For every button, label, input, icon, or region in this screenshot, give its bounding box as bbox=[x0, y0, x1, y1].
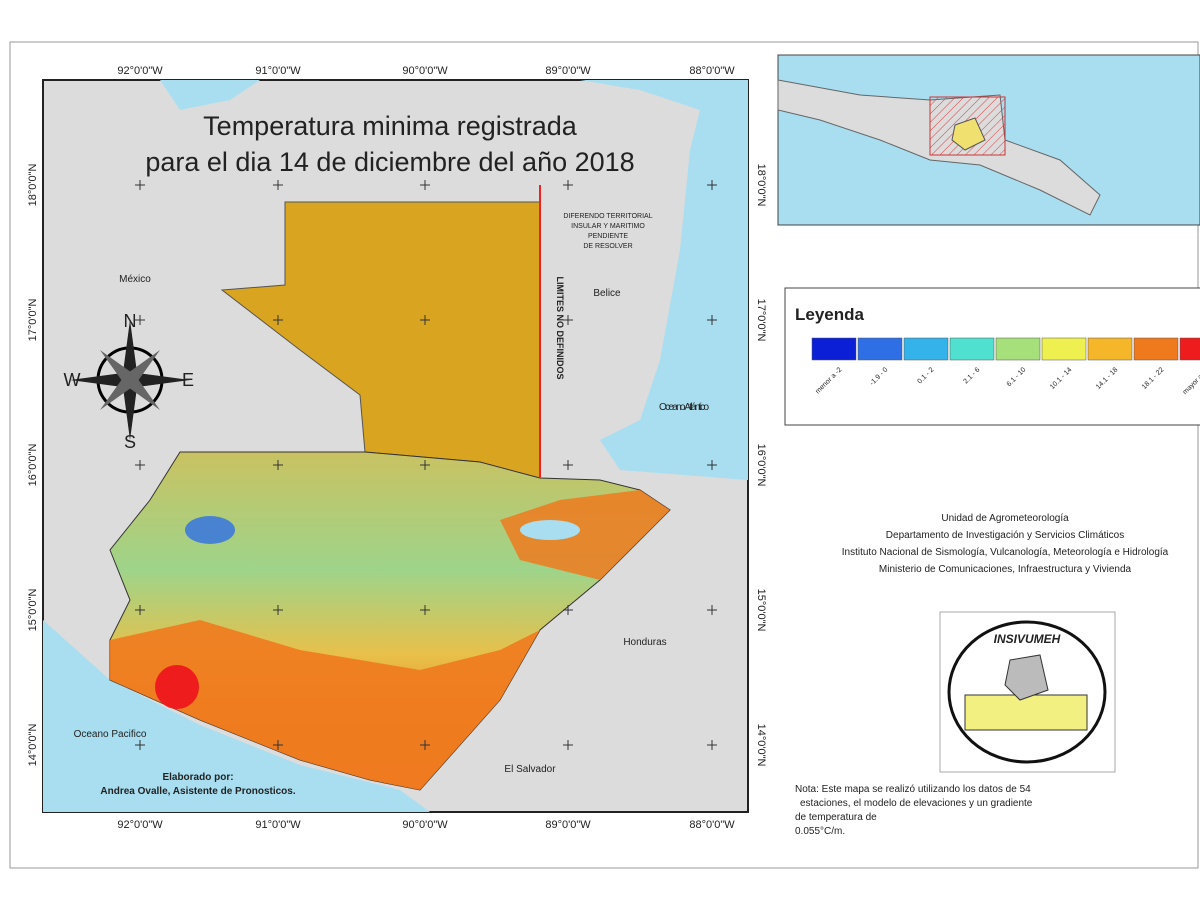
legend-swatch bbox=[857, 337, 903, 361]
coastal-warm bbox=[110, 620, 540, 790]
note-line: estaciones, el modelo de elevaciones y u… bbox=[800, 798, 1033, 809]
graticule-cross bbox=[563, 605, 573, 615]
graticule-cross bbox=[135, 740, 145, 750]
gulf bbox=[160, 80, 260, 110]
legend-swatch bbox=[949, 337, 995, 361]
note-line: de temperatura de bbox=[795, 812, 877, 823]
lon-label: 88°0'0"W bbox=[689, 65, 735, 77]
compass-w: W bbox=[64, 370, 81, 390]
institution-line: Ministerio de Comunicaciones, Infraestru… bbox=[879, 564, 1132, 575]
graticule-cross bbox=[707, 180, 717, 190]
graticule-cross bbox=[707, 740, 717, 750]
credit: Andrea Ovalle, Asistente de Pronosticos. bbox=[100, 786, 295, 797]
graticule-cross bbox=[420, 460, 430, 470]
legend-swatch bbox=[995, 337, 1041, 361]
sheet-border bbox=[9, 41, 1199, 869]
place-label: El Salvador bbox=[504, 764, 556, 775]
lat-label: 18°0'0"N bbox=[27, 164, 39, 207]
graticule-cross bbox=[420, 315, 430, 325]
dispute-label: INSULAR Y MARITIMO bbox=[571, 223, 645, 230]
lon-label: 92°0'0"W bbox=[117, 819, 163, 831]
graticule-cross bbox=[563, 460, 573, 470]
logo-country bbox=[1004, 654, 1049, 701]
graticule-cross bbox=[273, 460, 283, 470]
graticule-cross bbox=[707, 460, 717, 470]
lat-label: 18°0'0"N bbox=[755, 164, 767, 207]
legend-swatch bbox=[1041, 337, 1087, 361]
lat-label: 16°0'0"N bbox=[27, 444, 39, 487]
place-label: Oceano Atlántico bbox=[659, 402, 709, 413]
caribbean-sea bbox=[580, 80, 748, 480]
compass-rose bbox=[70, 320, 190, 440]
lake-izabal bbox=[520, 520, 580, 540]
credit: Elaborado por: bbox=[162, 772, 233, 783]
legend-title: Leyenda bbox=[795, 305, 865, 324]
lon-label: 92°0'0"W bbox=[117, 65, 163, 77]
map-title: Temperatura minima registrada bbox=[203, 111, 578, 141]
northeast-warm bbox=[500, 490, 670, 580]
dispute-label: PENDIENTE bbox=[588, 233, 628, 240]
compass-s: S bbox=[124, 432, 136, 452]
place-label: México bbox=[119, 274, 151, 285]
lon-label: 89°0'0"W bbox=[545, 65, 591, 77]
legend-swatch bbox=[903, 337, 949, 361]
lat-label: 14°0'0"N bbox=[27, 724, 39, 767]
logo-band bbox=[964, 694, 1088, 731]
graticule-cross bbox=[563, 315, 573, 325]
dispute-label: DE RESOLVER bbox=[583, 243, 632, 250]
lat-label: 16°0'0"N bbox=[755, 444, 767, 487]
graticule-cross bbox=[707, 315, 717, 325]
legend-swatch bbox=[1087, 337, 1133, 361]
graticule-cross bbox=[420, 740, 430, 750]
institution-line: Instituto Nacional de Sismología, Vulcan… bbox=[842, 547, 1169, 558]
institution-line: Unidad de Agrometeorología bbox=[941, 513, 1069, 524]
lat-label: 15°0'0"N bbox=[27, 589, 39, 632]
graticule-cross bbox=[273, 740, 283, 750]
lat-label: 17°0'0"N bbox=[27, 299, 39, 342]
lon-label: 91°0'0"W bbox=[255, 65, 301, 77]
legend-swatch bbox=[1133, 337, 1179, 361]
lon-label: 90°0'0"W bbox=[402, 819, 448, 831]
graticule-cross bbox=[135, 605, 145, 615]
legend-swatch bbox=[811, 337, 857, 361]
graticule-cross bbox=[420, 605, 430, 615]
place-label: Belice bbox=[593, 288, 621, 299]
graticule-cross bbox=[420, 180, 430, 190]
lon-label: 89°0'0"W bbox=[545, 819, 591, 831]
logo-text: INSIVUMEH bbox=[994, 632, 1061, 646]
lon-label: 91°0'0"W bbox=[255, 819, 301, 831]
inset-guatemala bbox=[951, 117, 986, 151]
limits-label: LIMITES NO DEFINIDOS bbox=[555, 276, 565, 379]
note-line: 0.055°C/m. bbox=[795, 826, 845, 837]
lon-label: 90°0'0"W bbox=[402, 65, 448, 77]
cold-spot bbox=[185, 516, 235, 544]
note-line: Nota: Este mapa se realizó utilizando lo… bbox=[795, 784, 1031, 795]
graticule-cross bbox=[563, 180, 573, 190]
graticule-cross bbox=[273, 605, 283, 615]
lat-label: 14°0'0"N bbox=[755, 724, 767, 767]
graticule-cross bbox=[563, 740, 573, 750]
compass-n: N bbox=[124, 311, 137, 331]
compass-e: E bbox=[182, 370, 194, 390]
graticule-cross bbox=[707, 605, 717, 615]
legend-swatch bbox=[1179, 337, 1200, 361]
pacific-ocean bbox=[43, 620, 430, 812]
hot-spot bbox=[155, 665, 199, 709]
graticule-cross bbox=[273, 315, 283, 325]
place-label: Honduras bbox=[623, 637, 666, 648]
lon-label: 88°0'0"W bbox=[689, 819, 735, 831]
graticule-cross bbox=[135, 180, 145, 190]
graticule-cross bbox=[135, 315, 145, 325]
graticule-cross bbox=[273, 180, 283, 190]
map-title: para el dia 14 de diciembre del año 2018 bbox=[145, 147, 634, 177]
lat-label: 15°0'0"N bbox=[755, 589, 767, 632]
institution-line: Departamento de Investigación y Servicio… bbox=[886, 530, 1124, 541]
lat-label: 17°0'0"N bbox=[755, 299, 767, 342]
graticule-cross bbox=[135, 460, 145, 470]
place-label: Oceano Pacifico bbox=[74, 729, 147, 740]
dispute-label: DIFERENDO TERRITORIAL bbox=[563, 213, 652, 220]
